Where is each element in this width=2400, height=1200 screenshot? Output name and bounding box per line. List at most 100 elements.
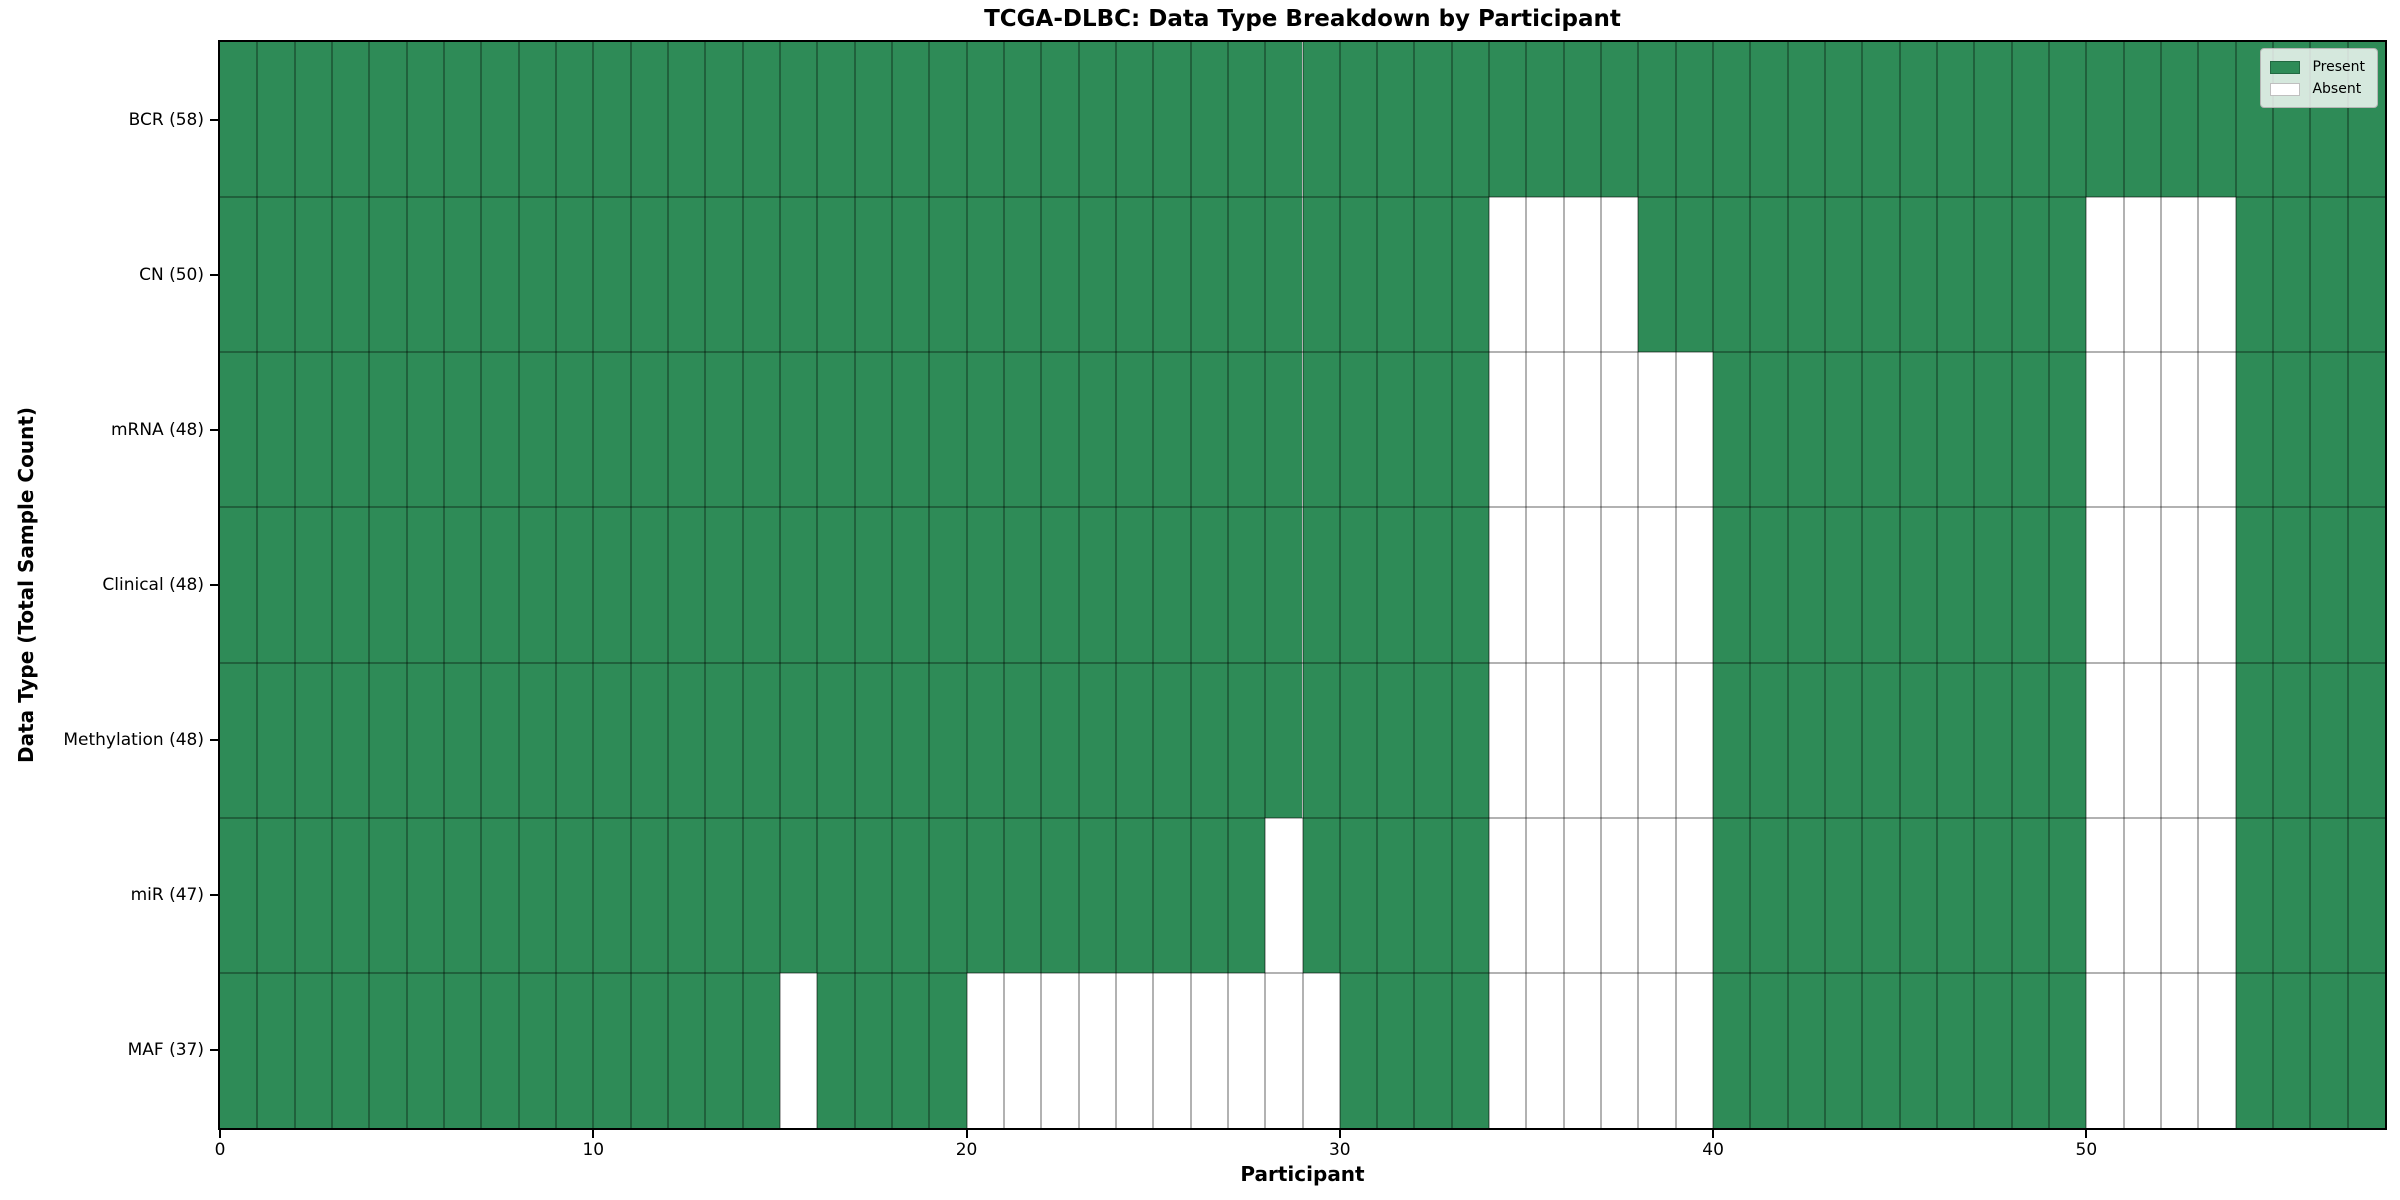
- y-tick-label-Methylation: Methylation (48): [63, 730, 204, 751]
- heatmap-cell-BCR-0: [220, 42, 258, 198]
- heatmap-cell-CN-56: [2310, 197, 2348, 353]
- heatmap-cell-Clinical-55: [2273, 507, 2311, 663]
- heatmap-cell-MAF-48: [2011, 972, 2050, 1128]
- heatmap-cell-miR-24: [1115, 817, 1154, 973]
- heatmap-cell-BCR-34: [1489, 42, 1527, 198]
- heatmap-cell-BCR-16: [817, 42, 855, 198]
- heatmap-cell-MAF-28: [1265, 972, 1303, 1128]
- heatmap-cell-MAF-0: [220, 972, 258, 1128]
- heatmap-cell-mRNA-27: [1227, 352, 1266, 508]
- heatmap-cell-MAF-18: [891, 972, 930, 1128]
- heatmap-cell-miR-26: [1190, 817, 1228, 973]
- heatmap-cell-Clinical-32: [1414, 507, 1452, 663]
- heatmap-cell-mRNA-18: [891, 352, 930, 508]
- heatmap-cell-CN-31: [1377, 197, 1415, 353]
- heatmap-cell-BCR-41: [1750, 42, 1788, 198]
- heatmap-cell-Clinical-22: [1041, 507, 1079, 663]
- heatmap-cell-mRNA-13: [705, 352, 743, 508]
- heatmap-cell-Clinical-49: [2049, 507, 2087, 663]
- heatmap-cell-miR-3: [331, 817, 370, 973]
- heatmap-cell-miR-55: [2273, 817, 2311, 973]
- heatmap-cell-CN-20: [966, 197, 1004, 353]
- heatmap-cell-MAF-15: [779, 972, 818, 1128]
- heatmap-cell-Clinical-41: [1750, 507, 1788, 663]
- heatmap-cell-miR-36: [1563, 817, 1602, 973]
- heatmap-cell-Clinical-52: [2161, 507, 2199, 663]
- heatmap-cell-MAF-49: [2049, 972, 2087, 1128]
- heatmap-cell-MAF-5: [406, 972, 444, 1128]
- heatmap-cell-MAF-8: [518, 972, 556, 1128]
- heatmap-cell-mRNA-11: [630, 352, 668, 508]
- heatmap-cell-mRNA-42: [1787, 352, 1826, 508]
- heatmap-cell-miR-18: [891, 817, 930, 973]
- heatmap-cell-BCR-50: [2086, 42, 2124, 198]
- heatmap-cell-Methylation-43: [1825, 662, 1863, 818]
- heatmap-cell-Clinical-26: [1190, 507, 1228, 663]
- heatmap-cell-CN-10: [593, 197, 631, 353]
- heatmap-cell-MAF-20: [966, 972, 1004, 1128]
- heatmap-cell-Clinical-53: [2198, 507, 2236, 663]
- heatmap-cell-Methylation-22: [1041, 662, 1079, 818]
- heatmap-cell-miR-49: [2049, 817, 2087, 973]
- x-tick-mark: [2085, 1130, 2088, 1138]
- heatmap-cell-Clinical-33: [1451, 507, 1490, 663]
- heatmap-cell-Clinical-50: [2086, 507, 2124, 663]
- heatmap-cell-BCR-19: [929, 42, 967, 198]
- heatmap-cell-miR-22: [1041, 817, 1079, 973]
- heatmap-cell-BCR-36: [1563, 42, 1602, 198]
- heatmap-cell-Methylation-20: [966, 662, 1004, 818]
- heatmap-cell-mRNA-39: [1675, 352, 1714, 508]
- heatmap-cell-Clinical-2: [294, 507, 332, 663]
- heatmap-cell-CN-29: [1302, 197, 1340, 353]
- heatmap-cell-MAF-35: [1526, 972, 1564, 1128]
- heatmap-cell-Methylation-45: [1899, 662, 1938, 818]
- heatmap-cell-miR-40: [1713, 817, 1751, 973]
- heatmap-cell-Clinical-7: [481, 507, 519, 663]
- heatmap-cell-miR-2: [294, 817, 332, 973]
- heatmap-cell-Methylation-39: [1675, 662, 1714, 818]
- heatmap-cell-MAF-26: [1190, 972, 1228, 1128]
- heatmap-cell-MAF-13: [705, 972, 743, 1128]
- heatmap-cell-BCR-7: [481, 42, 519, 198]
- heatmap-cell-MAF-11: [630, 972, 668, 1128]
- heatmap-cell-Clinical-19: [929, 507, 967, 663]
- heatmap-cell-mRNA-50: [2086, 352, 2124, 508]
- heatmap-cell-mRNA-51: [2123, 352, 2162, 508]
- heatmap-cell-mRNA-54: [2235, 352, 2273, 508]
- heatmap-cell-Methylation-50: [2086, 662, 2124, 818]
- heatmap-cell-miR-51: [2123, 817, 2162, 973]
- heatmap-cell-miR-5: [406, 817, 444, 973]
- heatmap-cell-Methylation-12: [667, 662, 706, 818]
- heatmap-cell-CN-23: [1078, 197, 1116, 353]
- y-tick-mark: [210, 273, 218, 276]
- heatmap-cell-BCR-25: [1153, 42, 1191, 198]
- heatmap-cell-MAF-25: [1153, 972, 1191, 1128]
- heatmap-cell-MAF-43: [1825, 972, 1863, 1128]
- heatmap-cell-BCR-38: [1638, 42, 1676, 198]
- y-tick-mark: [210, 739, 218, 742]
- heatmap-cell-BCR-37: [1601, 42, 1639, 198]
- heatmap-cell-miR-50: [2086, 817, 2124, 973]
- heatmap-cell-MAF-1: [257, 972, 295, 1128]
- heatmap-cell-Clinical-15: [779, 507, 818, 663]
- heatmap-cell-MAF-27: [1227, 972, 1266, 1128]
- heatmap-cell-Clinical-18: [891, 507, 930, 663]
- heatmap-cell-Methylation-34: [1489, 662, 1527, 818]
- heatmap-cell-CN-9: [555, 197, 594, 353]
- heatmap-cell-MAF-14: [742, 972, 780, 1128]
- heatmap-cell-Clinical-27: [1227, 507, 1266, 663]
- heatmap-cell-miR-47: [1974, 817, 2012, 973]
- heatmap-cell-CN-36: [1563, 197, 1602, 353]
- heatmap-cell-MAF-9: [555, 972, 594, 1128]
- present-swatch: [2270, 60, 2301, 74]
- heatmap-cell-BCR-31: [1377, 42, 1415, 198]
- heatmap-cell-Methylation-42: [1787, 662, 1826, 818]
- heatmap-cell-Methylation-23: [1078, 662, 1116, 818]
- heatmap-cell-Clinical-14: [742, 507, 780, 663]
- heatmap-cell-MAF-19: [929, 972, 967, 1128]
- heatmap-cell-MAF-44: [1862, 972, 1900, 1128]
- plot-area: Present Absent: [218, 40, 2387, 1130]
- heatmap-cell-Clinical-46: [1937, 507, 1975, 663]
- heatmap-cell-miR-33: [1451, 817, 1490, 973]
- heatmap-cell-Methylation-3: [331, 662, 370, 818]
